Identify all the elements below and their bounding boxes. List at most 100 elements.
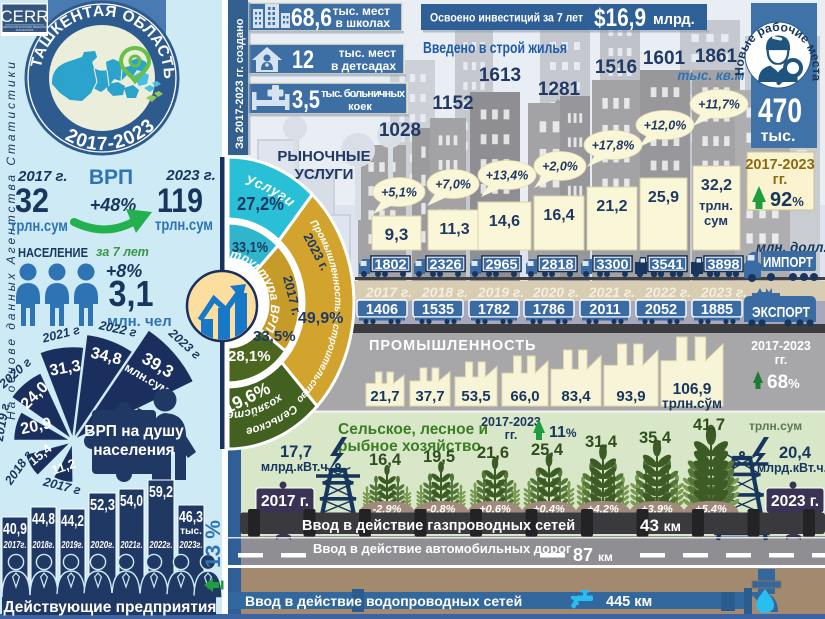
svg-text:12: 12 xyxy=(292,46,314,74)
svg-text:32,2: 32,2 xyxy=(701,177,732,194)
svg-text:49,9%: 49,9% xyxy=(298,310,343,327)
svg-text:+11,7%: +11,7% xyxy=(698,98,740,112)
svg-text:2023 г.: 2023 г. xyxy=(771,493,819,510)
svg-text:+2,0%: +2,0% xyxy=(542,160,578,174)
svg-text:25,4: 25,4 xyxy=(531,441,564,459)
svg-text:2023 г.: 2023 г. xyxy=(165,167,216,184)
svg-text:13 %: 13 % xyxy=(202,520,225,568)
svg-text:Ввод в действие водопроводных: Ввод в действие водопроводных сетей xyxy=(245,593,522,609)
svg-text:2017г.: 2017г. xyxy=(3,539,27,551)
svg-text:тыс. кв.м: тыс. кв.м xyxy=(677,68,744,83)
svg-text:68%: 68% xyxy=(767,372,800,393)
svg-text:тыс. мест: тыс. мест xyxy=(339,46,397,60)
svg-text:CENTER FOR ECONOMIC RESEARCH: CENTER FOR ECONOMIC RESEARCH xyxy=(3,26,47,29)
svg-text:2017-2023: 2017-2023 xyxy=(481,415,541,429)
svg-text:37,7: 37,7 xyxy=(415,388,444,405)
svg-text:+48%: +48% xyxy=(90,195,137,215)
svg-text:119: 119 xyxy=(157,182,203,220)
svg-text:35,4: 35,4 xyxy=(639,429,672,447)
svg-text:2022 г.: 2022 г. xyxy=(644,284,691,300)
svg-text:2017 г.: 2017 г. xyxy=(261,493,309,510)
svg-text:2018 г.: 2018 г. xyxy=(421,284,468,300)
svg-text:+13,4%: +13,4% xyxy=(486,169,529,183)
svg-text:44,2: 44,2 xyxy=(61,513,84,530)
svg-text:трлн.сум: трлн.сум xyxy=(10,218,68,235)
svg-text:тыс.: тыс. xyxy=(180,526,202,537)
svg-text:53,5: 53,5 xyxy=(461,388,490,405)
svg-text:2021г.: 2021г. xyxy=(120,539,143,551)
svg-text:21,2: 21,2 xyxy=(596,198,627,215)
svg-text:гг.: гг. xyxy=(775,353,788,367)
svg-text:НАСЕЛЕНИЕ: НАСЕЛЕНИЕ xyxy=(18,245,88,260)
svg-text:2017 г.: 2017 г. xyxy=(365,284,412,300)
svg-text:3300: 3300 xyxy=(597,257,629,272)
svg-text:59,2: 59,2 xyxy=(149,484,173,501)
svg-text:трлн.: трлн. xyxy=(699,198,733,213)
svg-text:населения: населения xyxy=(93,442,174,459)
svg-text:в школах: в школах xyxy=(335,16,390,30)
svg-text:1802: 1802 xyxy=(375,257,407,272)
svg-text:66,0: 66,0 xyxy=(510,388,539,405)
svg-text:3541: 3541 xyxy=(652,257,685,272)
svg-text:21,7: 21,7 xyxy=(370,388,399,405)
svg-text:44,8: 44,8 xyxy=(32,511,55,528)
svg-text:2020г.: 2020г. xyxy=(90,539,115,551)
svg-text:470: 470 xyxy=(758,92,802,130)
svg-text:Ввод в действие автомобильных: Ввод в действие автомобильных дорог xyxy=(313,541,572,556)
svg-text:+7,0%: +7,0% xyxy=(435,178,471,192)
svg-text:коек: коек xyxy=(348,101,372,113)
svg-text:1786: 1786 xyxy=(533,302,565,318)
svg-text:2326: 2326 xyxy=(430,257,463,272)
svg-text:31,4: 31,4 xyxy=(585,433,618,451)
svg-text:2017-2023: 2017-2023 xyxy=(751,339,811,353)
svg-text:Сельское, лесное и: Сельское, лесное и xyxy=(338,421,488,438)
svg-text:33,1%: 33,1% xyxy=(232,240,268,256)
svg-text:2818: 2818 xyxy=(542,257,575,272)
svg-text:1535: 1535 xyxy=(422,302,454,318)
svg-text:гг.: гг. xyxy=(773,172,788,188)
svg-text:1885: 1885 xyxy=(701,302,733,318)
svg-text:28,1%: 28,1% xyxy=(228,348,271,365)
svg-text:2023г.: 2023г. xyxy=(179,539,203,551)
svg-text:Ввод в действие газпроводных с: Ввод в действие газпроводных сетей xyxy=(302,518,575,534)
svg-text:2021 г.: 2021 г. xyxy=(588,284,635,300)
svg-text:2017-2023: 2017-2023 xyxy=(745,157,814,173)
svg-text:1613: 1613 xyxy=(479,65,521,86)
svg-text:2022г.: 2022г. xyxy=(149,539,173,551)
svg-text:445 км: 445 км xyxy=(606,594,652,610)
svg-text:16,4: 16,4 xyxy=(369,451,402,469)
svg-text:гг.: гг. xyxy=(505,428,518,442)
svg-text:32: 32 xyxy=(15,182,49,220)
svg-text:млн. чел: млн. чел xyxy=(107,313,172,330)
svg-text:AND REFORMS: AND REFORMS xyxy=(16,29,34,32)
svg-text:52,3: 52,3 xyxy=(90,497,115,514)
svg-text:19,5: 19,5 xyxy=(423,448,455,466)
svg-text:+12,0%: +12,0% xyxy=(644,119,687,133)
svg-text:тыс. мест: тыс. мест xyxy=(333,4,391,18)
svg-text:тыс. больничных: тыс. больничных xyxy=(321,88,406,100)
svg-text:в детсадах: в детсадах xyxy=(331,59,396,73)
svg-text:2020 г.: 2020 г. xyxy=(532,284,579,300)
svg-text:1406: 1406 xyxy=(366,302,398,318)
svg-text:92%: 92% xyxy=(770,189,804,211)
svg-text:83,4: 83,4 xyxy=(561,388,591,405)
svg-text:1601: 1601 xyxy=(643,48,686,69)
svg-text:Освоено инвестиций за 7 лет: Освоено инвестиций за 7 лет xyxy=(430,11,583,25)
svg-text:ВРП на душу: ВРП на душу xyxy=(84,423,184,440)
svg-text:2017 г.: 2017 г. xyxy=(17,168,68,185)
svg-text:2011: 2011 xyxy=(589,302,620,318)
svg-text:41,7: 41,7 xyxy=(693,416,725,434)
svg-text:+5,1%: +5,1% xyxy=(381,186,417,200)
svg-text:3898: 3898 xyxy=(708,257,741,272)
svg-text:16,4: 16,4 xyxy=(543,207,574,224)
svg-text:40,9: 40,9 xyxy=(3,521,27,538)
svg-text:1861: 1861 xyxy=(695,46,738,67)
svg-text:20,9: 20,9 xyxy=(19,415,53,438)
svg-text:млрд.: млрд. xyxy=(653,12,695,28)
svg-text:1281: 1281 xyxy=(538,79,581,100)
svg-text:1028: 1028 xyxy=(379,120,421,141)
svg-text:33,5%: 33,5% xyxy=(253,328,296,345)
svg-text:11%: 11% xyxy=(549,424,577,441)
svg-text:27,2%: 27,2% xyxy=(237,194,284,214)
svg-text:Введено в строй жилья: Введено в строй жилья xyxy=(423,40,567,57)
